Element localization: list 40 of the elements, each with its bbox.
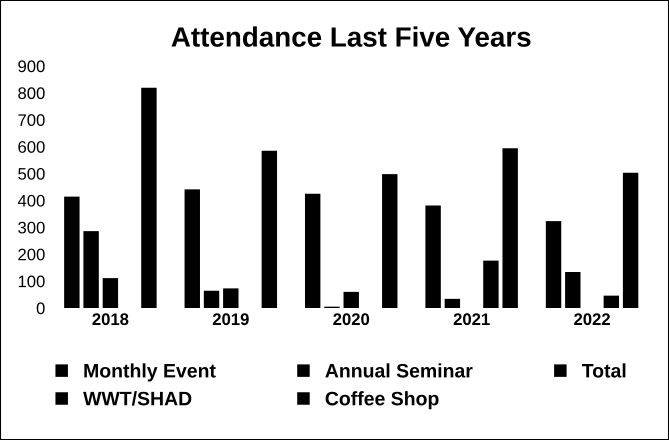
y-tick-label: 800 [18, 87, 45, 100]
bar [425, 206, 441, 308]
y-tick-label: 600 [18, 141, 45, 153]
bar [622, 172, 638, 308]
legend-label: Annual Seminar [325, 363, 473, 378]
bar [565, 272, 581, 308]
y-tick-label: 100 [18, 276, 45, 288]
y-tick-label: 200 [18, 248, 45, 260]
bar [304, 194, 320, 308]
y-tick-label: 300 [18, 222, 45, 234]
bar [604, 296, 620, 308]
bar [262, 150, 278, 308]
x-tick-label: 2021 [454, 313, 490, 326]
bar [483, 260, 499, 308]
bar [141, 88, 157, 308]
bar [102, 278, 118, 308]
bar [223, 288, 239, 308]
legend-label: Monthly Event [84, 363, 216, 382]
y-tick-label: 0 [36, 302, 45, 314]
legend-label: WWT/SHAD [83, 391, 192, 406]
bar [204, 290, 220, 308]
bar [502, 148, 518, 308]
y-tick-label: 500 [18, 168, 45, 180]
bar [184, 189, 200, 308]
bar [64, 196, 80, 308]
y-tick-label: 700 [18, 114, 45, 126]
x-tick-label: 2022 [574, 313, 610, 326]
x-tick-label: 2019 [212, 313, 249, 326]
x-tick-label: 2018 [92, 313, 128, 326]
bar [444, 298, 460, 308]
bar [382, 174, 398, 308]
bar [546, 221, 562, 308]
y-tick-label: 900 [18, 60, 45, 72]
legend-label: Coffee Shop [326, 391, 439, 410]
chart-title: Attendance Last Five Years [172, 26, 530, 47]
legend-label: Total [582, 363, 626, 378]
x-tick-label: 2020 [333, 313, 370, 326]
y-tick-label: 400 [18, 194, 45, 207]
bar [83, 231, 99, 308]
bar [344, 292, 359, 308]
